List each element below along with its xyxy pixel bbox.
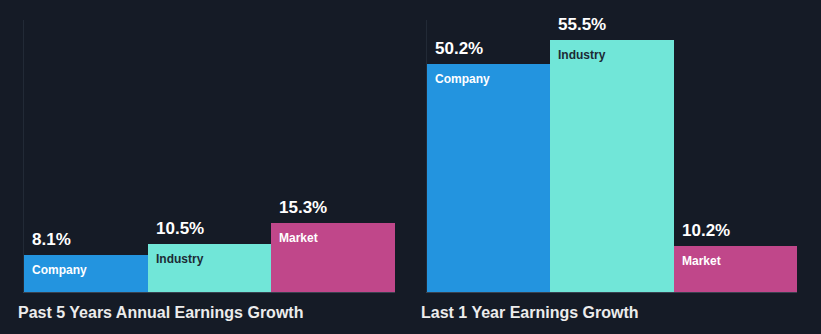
- svg-text:10.5%: 10.5%: [156, 219, 204, 238]
- svg-text:8.1%: 8.1%: [32, 230, 71, 249]
- svg-text:Company: Company: [435, 72, 490, 86]
- svg-text:50.2%: 50.2%: [435, 39, 483, 58]
- svg-text:Market: Market: [279, 231, 318, 245]
- svg-text:Company: Company: [32, 263, 87, 277]
- svg-text:10.2%: 10.2%: [682, 221, 730, 240]
- svg-text:Past 5 Years Annual Earnings G: Past 5 Years Annual Earnings Growth: [18, 304, 303, 321]
- svg-text:Industry: Industry: [558, 48, 606, 62]
- svg-text:15.3%: 15.3%: [279, 198, 327, 217]
- svg-text:Industry: Industry: [156, 252, 204, 266]
- svg-text:55.5%: 55.5%: [558, 15, 606, 34]
- svg-text:Last 1 Year Earnings Growth: Last 1 Year Earnings Growth: [421, 304, 639, 321]
- svg-text:Market: Market: [682, 254, 721, 268]
